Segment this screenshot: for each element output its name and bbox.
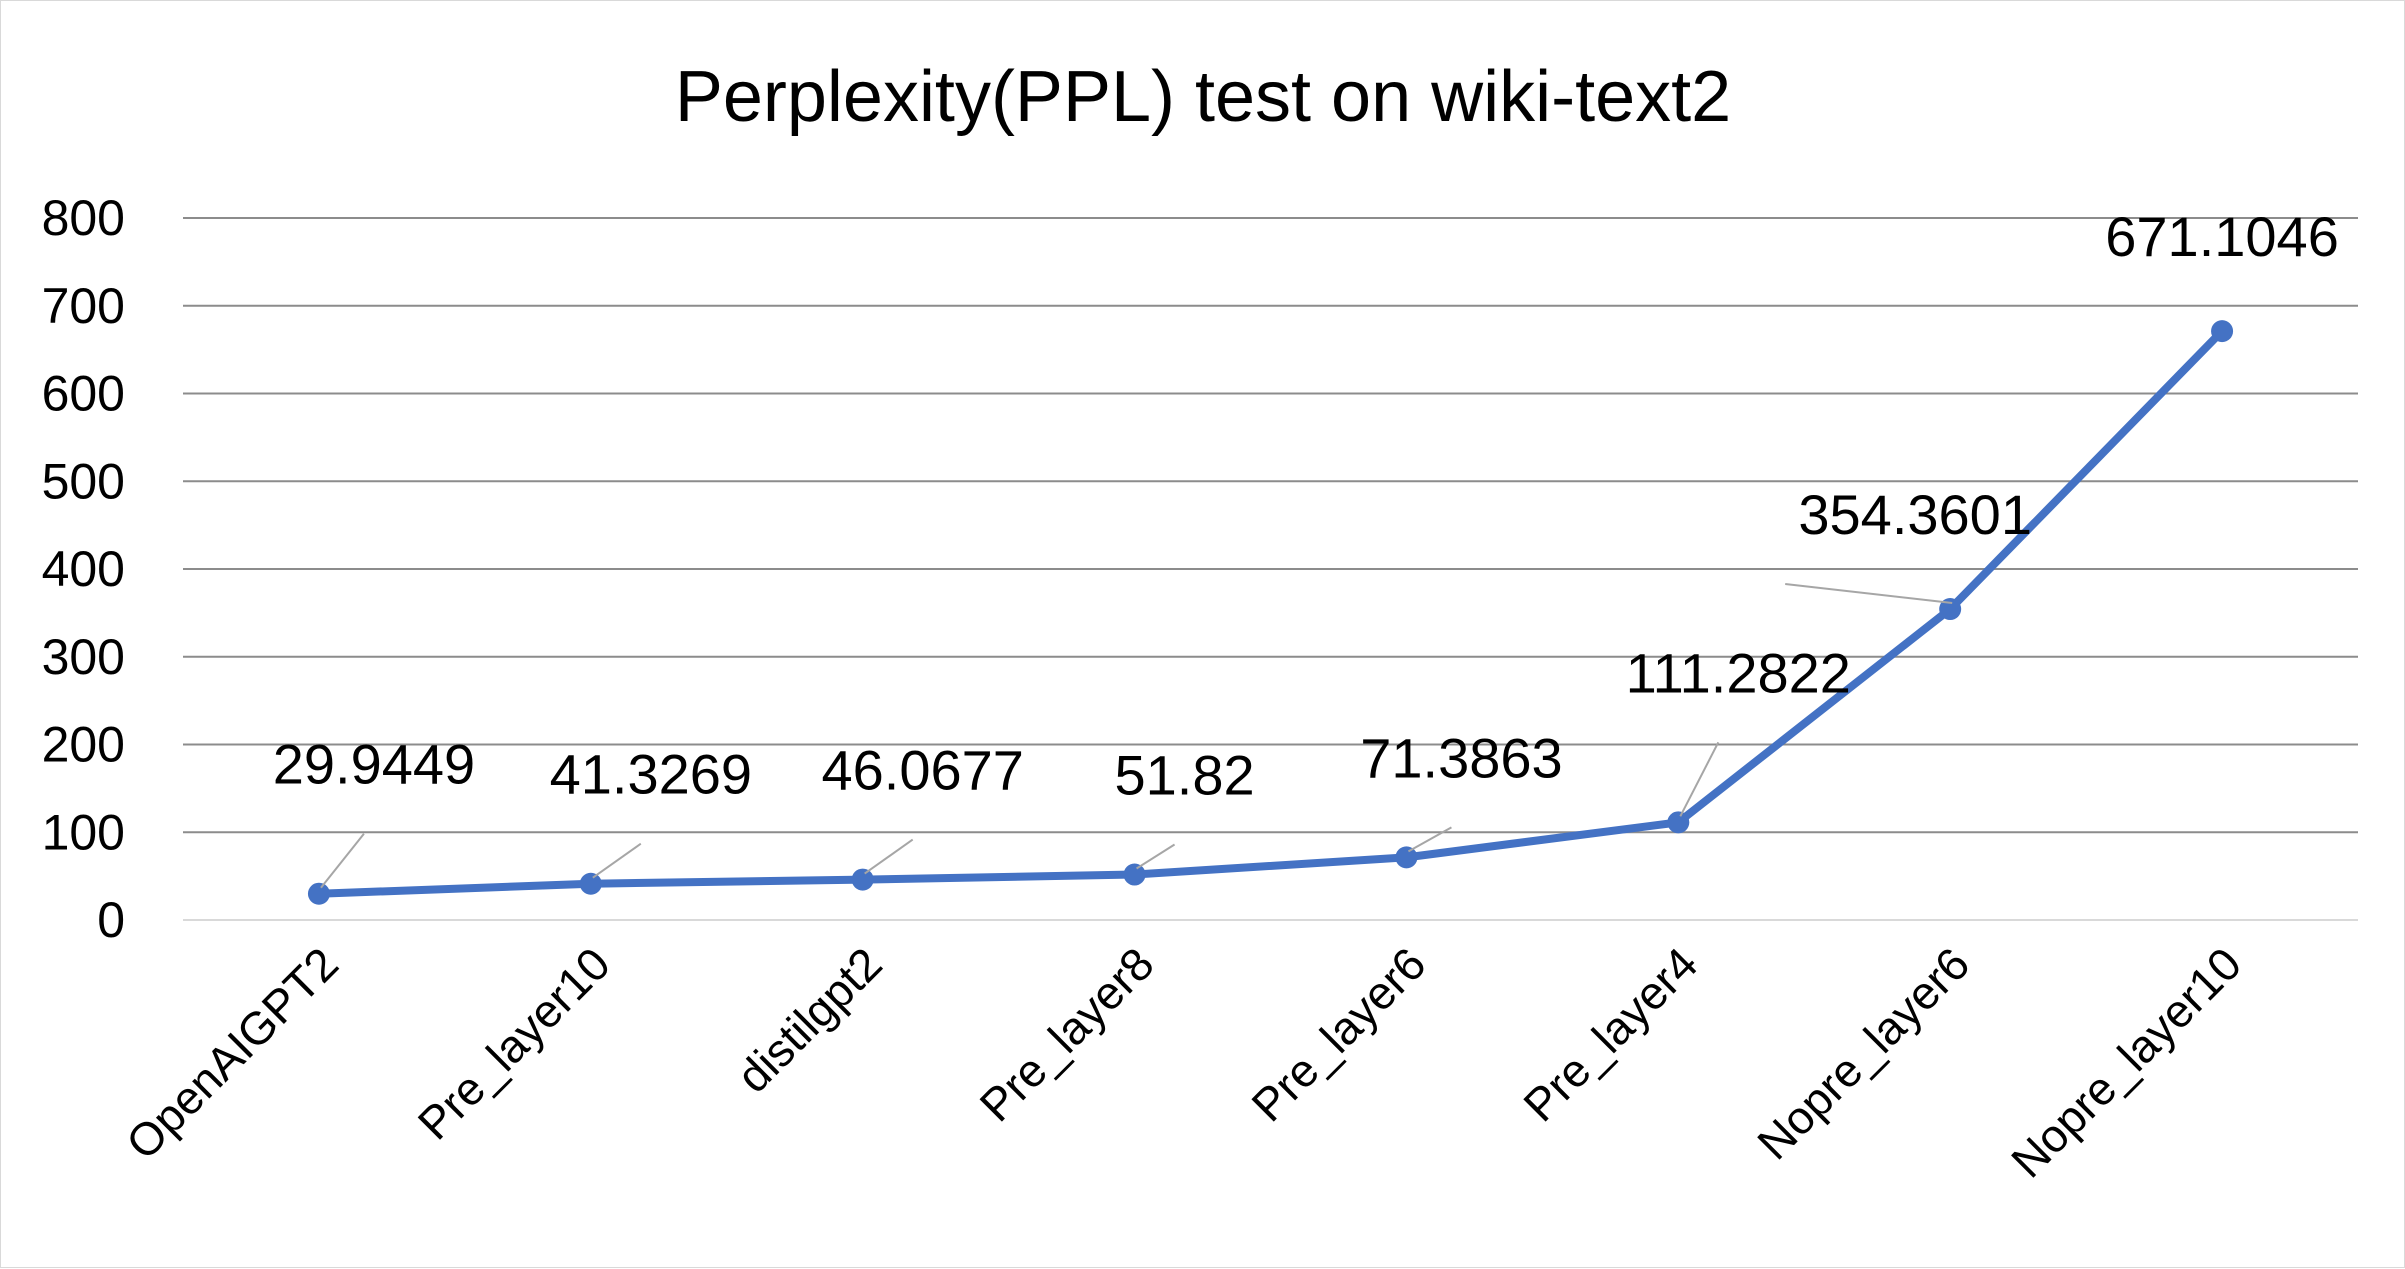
leader-line: [1679, 741, 1720, 817]
data-labels: 29.9449 41.3269 46.0677 51.82 71.3863 111.282…: [273, 205, 2339, 806]
leader-line: [320, 833, 365, 889]
x-category-label: OpenAIGPT2: [116, 937, 348, 1169]
y-tick-label: 0: [97, 892, 125, 948]
y-tick-label: 800: [42, 190, 125, 246]
data-label: 71.3863: [1360, 726, 1562, 789]
gridlines: [183, 217, 2358, 921]
leader-line: [1407, 826, 1452, 853]
x-category-label: Pre_layer8: [970, 937, 1164, 1131]
data-label: 46.0677: [821, 739, 1023, 802]
x-category-label: Pre_layer10: [408, 937, 620, 1149]
leader-line: [864, 838, 914, 875]
data-label: 29.9449: [273, 733, 475, 796]
y-tick-label: 500: [42, 453, 125, 509]
chart-title: Perplexity(PPL) test on wiki-text2: [675, 57, 1731, 137]
data-point: [579, 872, 602, 895]
y-axis-ticks: 0 100 200 300 400 500 600 700 800: [42, 190, 125, 948]
x-axis-categories: OpenAIGPT2 Pre_layer10 distilgpt2 Pre_layer…: [116, 937, 2251, 1187]
data-label: 111.2822: [1626, 641, 1851, 704]
data-point: [1667, 811, 1690, 834]
data-label: 51.82: [1114, 744, 1254, 807]
data-point: [1939, 598, 1962, 621]
y-tick-label: 400: [42, 541, 125, 597]
data-point: [1395, 846, 1418, 869]
leader-lines: [320, 583, 1953, 889]
data-label: 41.3269: [550, 743, 752, 806]
x-category-label: Nopre_layer10: [2001, 937, 2251, 1187]
x-category-label: Nopre_layer6: [1747, 937, 1979, 1169]
data-label: 354.3601: [1798, 483, 2032, 546]
data-label: 671.1046: [2105, 205, 2339, 268]
x-category-label: distilgpt2: [727, 937, 892, 1102]
data-point: [1123, 863, 1146, 886]
x-category-label: Pre_layer6: [1241, 937, 1435, 1131]
y-tick-label: 300: [42, 629, 125, 685]
leader-line: [592, 842, 642, 879]
y-tick-label: 200: [42, 717, 125, 773]
x-category-label: Pre_layer4: [1513, 937, 1707, 1131]
series-line: [307, 320, 2234, 905]
series-polyline: [314, 327, 2227, 898]
data-point: [2211, 320, 2234, 343]
y-tick-label: 700: [42, 278, 125, 334]
data-point: [851, 868, 874, 891]
y-tick-label: 600: [42, 366, 125, 422]
y-tick-label: 100: [42, 804, 125, 860]
data-point: [307, 882, 330, 905]
leader-line: [1136, 843, 1176, 870]
leader-line: [1785, 583, 1953, 605]
